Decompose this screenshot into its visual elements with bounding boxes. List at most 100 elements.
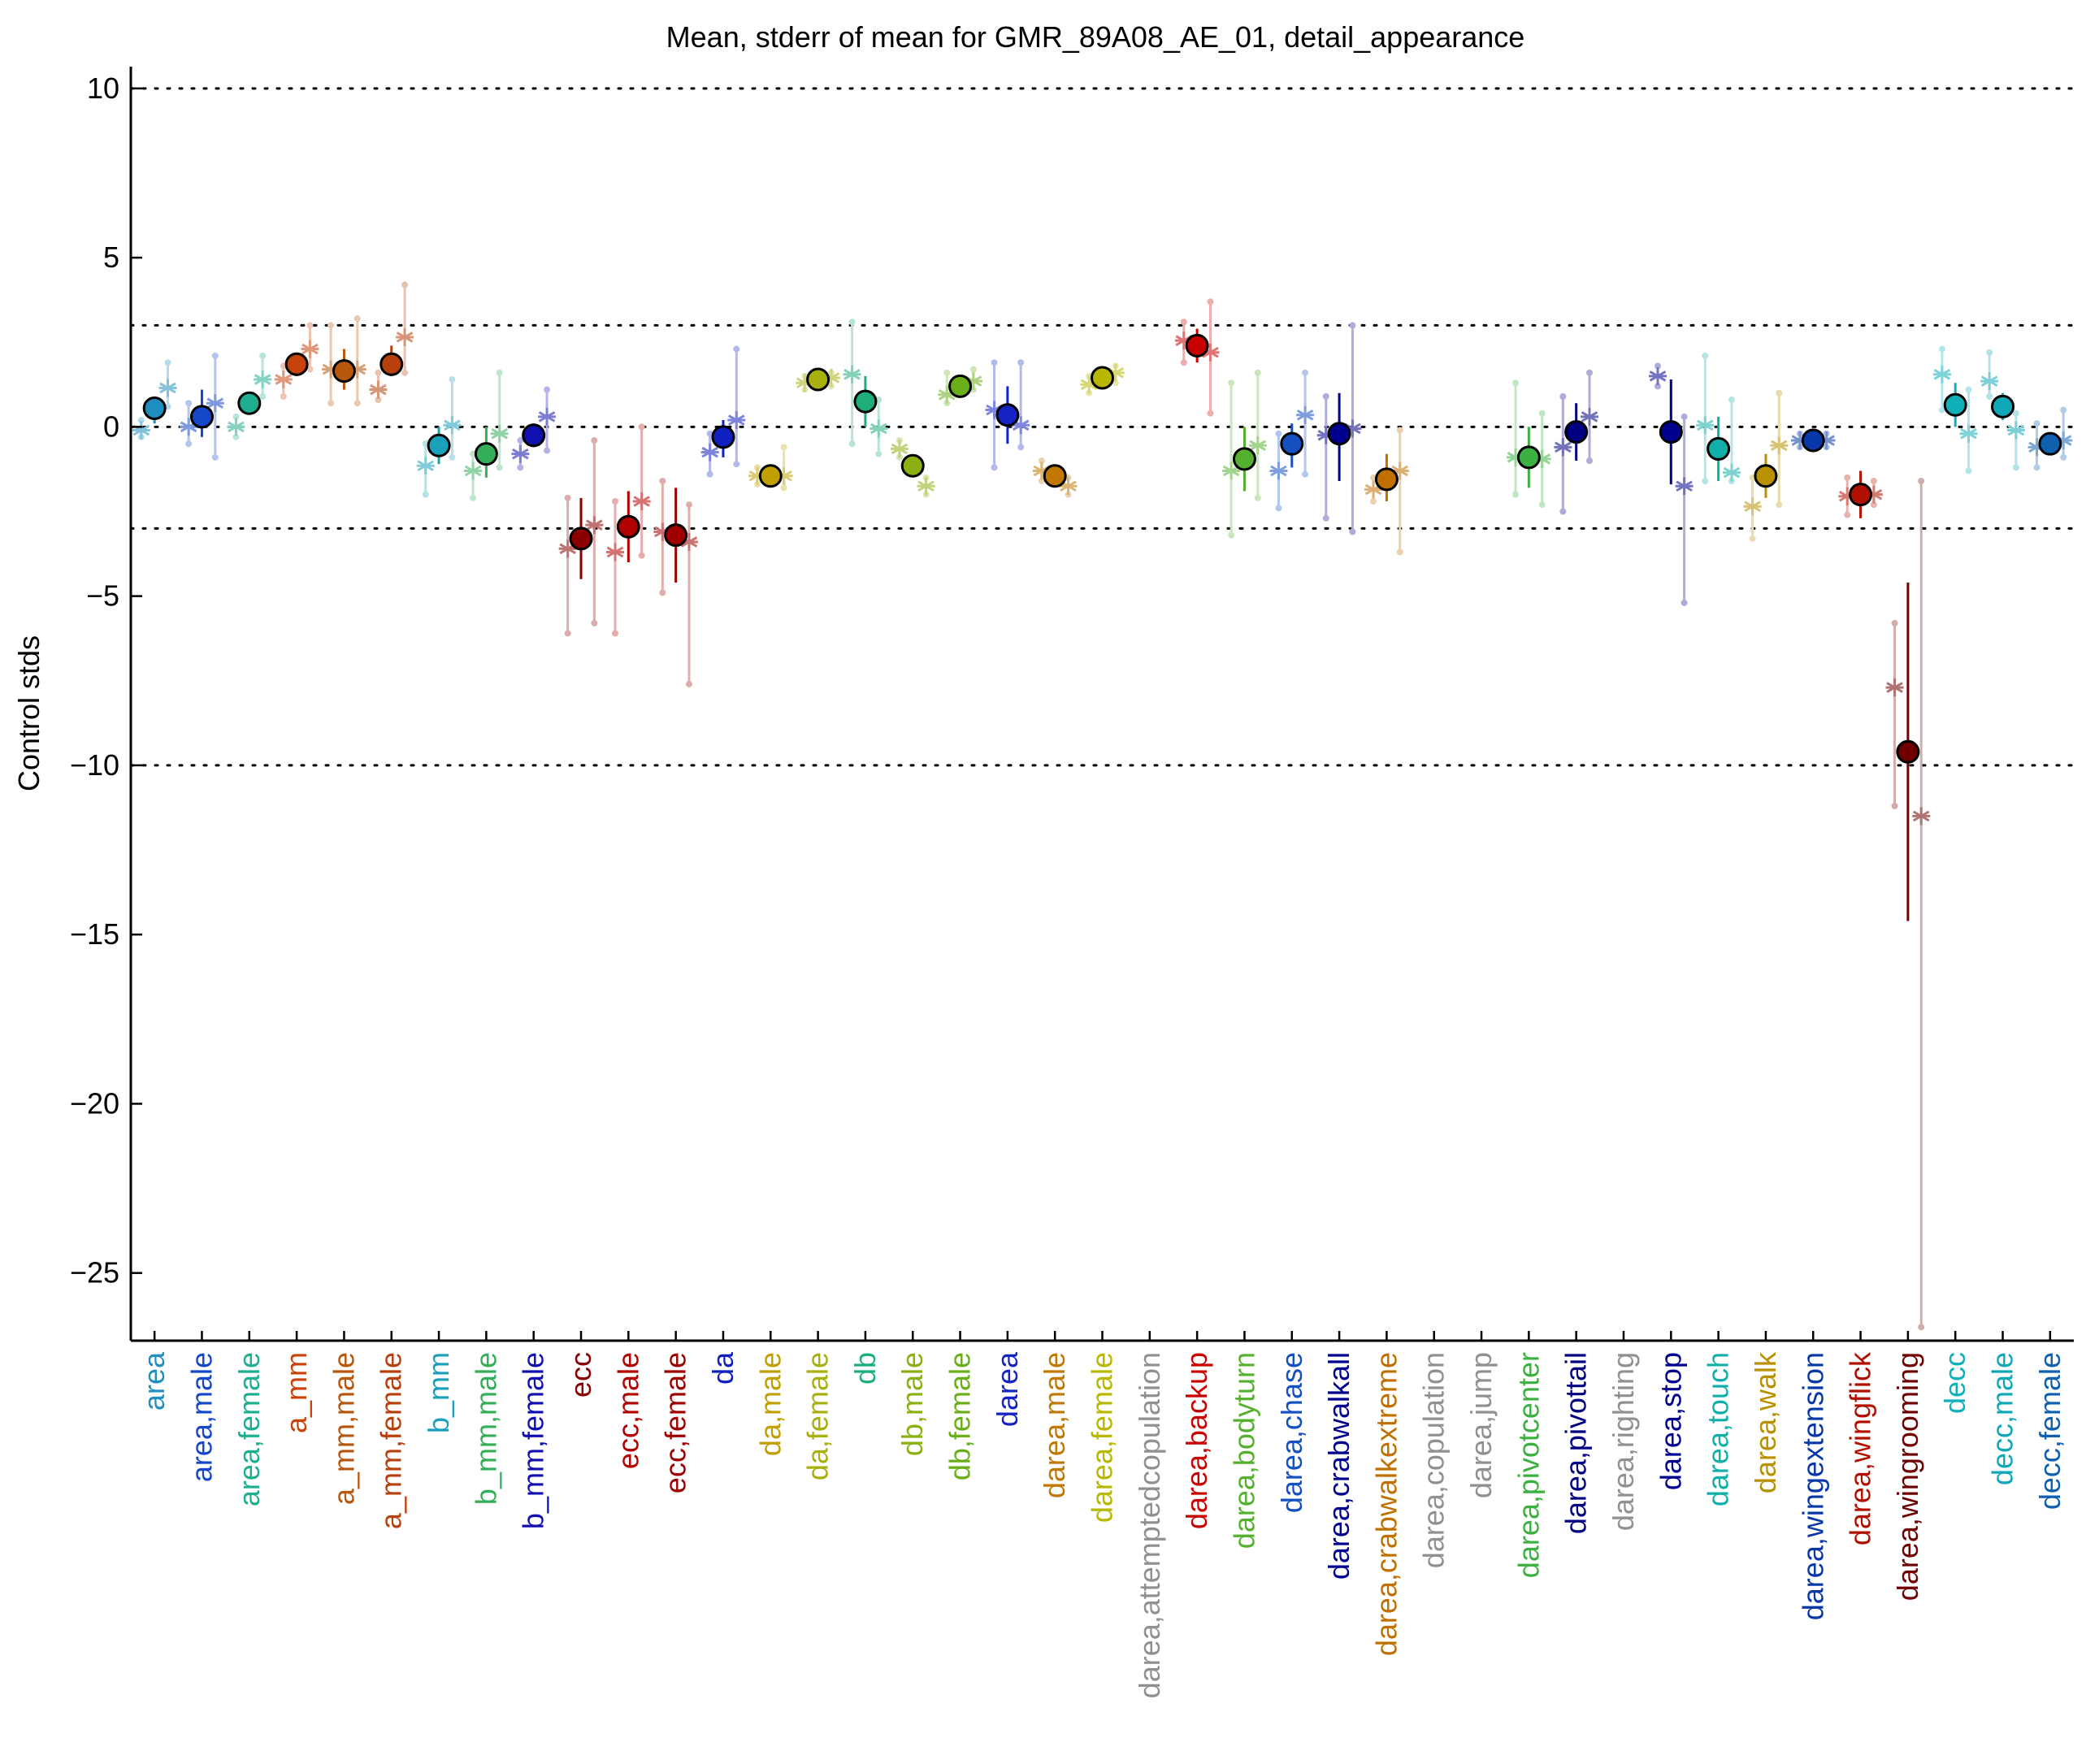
group-range-end [991, 464, 998, 471]
group-range-end [2033, 420, 2040, 427]
group-range-end [659, 589, 666, 596]
group-range-end [1749, 535, 1756, 542]
x-tick-label: b_mm,male [469, 1352, 502, 1505]
x-tick-label: darea,jump [1464, 1352, 1498, 1498]
x-tick-label: darea,pivotcenter [1511, 1352, 1545, 1578]
group-range-end [1776, 501, 1783, 509]
x-tick-label: area,male [184, 1352, 218, 1482]
group-range-end [353, 400, 361, 407]
group-b-marker [158, 379, 177, 397]
group-a-marker [1885, 678, 1904, 697]
x-tick-label: area [137, 1351, 171, 1411]
group-a-marker [606, 543, 625, 561]
x-tick-label: decc [1938, 1352, 1971, 1414]
group-range-end [659, 478, 666, 485]
group-range-end [780, 484, 787, 492]
mean-marker [1327, 422, 1351, 446]
group-range-end [685, 501, 692, 509]
x-tick-label: darea,crabwalkextreme [1369, 1352, 1403, 1656]
y-axis-label: Control stds [12, 635, 46, 791]
mean-marker [2038, 431, 2062, 456]
group-a-marker [132, 421, 150, 440]
group-range-end [733, 345, 740, 353]
group-range-end [1207, 410, 1214, 417]
y-tick-label: −25 [70, 1256, 119, 1289]
y-tick-label: 5 [103, 241, 119, 274]
group-range-end [591, 437, 598, 444]
group-range-end [280, 392, 287, 400]
x-tick-label: darea,wingextension [1796, 1352, 1829, 1620]
group-range-end [232, 433, 240, 440]
group-b-marker [1580, 407, 1598, 426]
group-range-end [517, 464, 524, 471]
group-range-end [1538, 410, 1546, 417]
x-tick-label: a_mm,male [327, 1352, 360, 1505]
x-tick-label: ecc [564, 1352, 597, 1398]
group-a-marker [1743, 497, 1762, 516]
mean-marker [1232, 447, 1256, 471]
group-range-end [733, 461, 740, 468]
group-range-end [591, 619, 598, 626]
group-b-marker [917, 477, 935, 496]
group-range-end [638, 423, 645, 431]
group-range-end [1112, 379, 1119, 387]
group-b-marker [632, 492, 651, 510]
group-range-end [1322, 514, 1329, 522]
mean-marker [1280, 431, 1304, 456]
group-range-end [685, 680, 692, 687]
group-range-end [327, 400, 335, 407]
x-tick-label: area,female [232, 1352, 266, 1506]
group-range-end [1228, 531, 1235, 539]
group-range-end [1228, 379, 1235, 387]
group-range-end [1207, 298, 1214, 306]
x-tick-label: darea,backup [1180, 1352, 1213, 1529]
group-range-end [1017, 359, 1025, 366]
group-range-end [1702, 478, 1709, 485]
markers [132, 327, 2073, 826]
mean-marker [142, 396, 167, 420]
y-tick-label: −15 [70, 917, 119, 951]
mean-marker [948, 374, 973, 398]
mean-marker [189, 405, 214, 429]
group-range-end [2012, 410, 2019, 417]
x-tick-label: darea,copulation [1417, 1352, 1451, 1568]
group-range-end [185, 400, 193, 407]
axes [129, 67, 2074, 1342]
group-range-end [638, 552, 645, 559]
mean-marker [616, 514, 640, 539]
group-b-marker [1912, 807, 1931, 826]
group-range-end [306, 322, 314, 329]
group-a-marker [369, 380, 388, 399]
group-b-marker [1959, 424, 1978, 443]
group-range-end [353, 315, 361, 323]
x-tick-label: darea,crabwalkall [1322, 1352, 1355, 1580]
group-a-marker [890, 440, 909, 458]
error-bars [137, 281, 2067, 1331]
mean-marker [1185, 333, 1209, 358]
group-range-end [1986, 349, 1993, 356]
y-tick-label: −10 [70, 748, 119, 782]
group-range-end [1891, 619, 1898, 626]
group-range-end [564, 630, 571, 637]
x-tick-label: db [848, 1352, 882, 1385]
x-tick-label: da [706, 1351, 739, 1385]
group-range-end [1986, 392, 1993, 400]
group-range-end [259, 352, 267, 359]
group-range-end [1585, 369, 1593, 376]
mean-marker [1754, 464, 1778, 488]
group-a-marker [274, 371, 293, 389]
group-range-end [1512, 379, 1520, 387]
group-range-end [1965, 467, 1972, 475]
group-b-marker [206, 394, 224, 413]
x-tick-label: b_mm [422, 1352, 455, 1433]
group-b-marker [396, 327, 414, 346]
group-range-end [375, 397, 382, 404]
mean-marker [284, 352, 309, 376]
group-range-end [1017, 444, 1025, 451]
group-range-end [1938, 345, 1945, 353]
group-b-marker [301, 340, 319, 358]
mean-marker [427, 433, 451, 457]
mean-marker [332, 359, 356, 384]
mean-marker [806, 367, 830, 392]
x-tick-label: darea,female [1086, 1352, 1119, 1523]
